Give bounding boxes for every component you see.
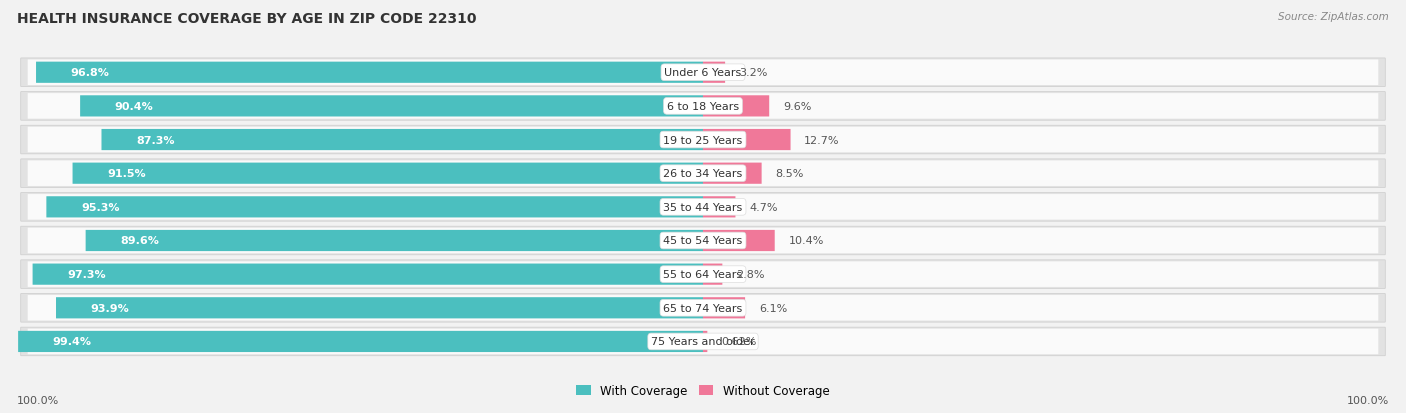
Text: 100.0%: 100.0% (1347, 395, 1389, 405)
FancyBboxPatch shape (28, 295, 1378, 321)
Text: 19 to 25 Years: 19 to 25 Years (664, 135, 742, 145)
FancyBboxPatch shape (21, 93, 1385, 121)
FancyBboxPatch shape (28, 329, 1378, 354)
Text: 6.1%: 6.1% (759, 303, 787, 313)
Text: 100.0%: 100.0% (17, 395, 59, 405)
Text: 55 to 64 Years: 55 to 64 Years (664, 270, 742, 280)
FancyBboxPatch shape (21, 328, 1385, 356)
FancyBboxPatch shape (80, 96, 703, 117)
Text: 35 to 44 Years: 35 to 44 Years (664, 202, 742, 212)
FancyBboxPatch shape (86, 230, 703, 252)
FancyBboxPatch shape (21, 193, 1385, 222)
FancyBboxPatch shape (703, 163, 762, 184)
FancyBboxPatch shape (703, 331, 707, 352)
Text: 90.4%: 90.4% (115, 102, 153, 112)
Text: 8.5%: 8.5% (775, 169, 804, 179)
FancyBboxPatch shape (21, 59, 1385, 87)
FancyBboxPatch shape (703, 297, 745, 318)
FancyBboxPatch shape (21, 260, 1385, 289)
Text: 91.5%: 91.5% (107, 169, 146, 179)
Text: 87.3%: 87.3% (136, 135, 174, 145)
Text: 2.8%: 2.8% (737, 270, 765, 280)
Text: HEALTH INSURANCE COVERAGE BY AGE IN ZIP CODE 22310: HEALTH INSURANCE COVERAGE BY AGE IN ZIP … (17, 12, 477, 26)
Text: 99.4%: 99.4% (52, 337, 91, 347)
FancyBboxPatch shape (703, 96, 769, 117)
Text: 97.3%: 97.3% (67, 270, 105, 280)
FancyBboxPatch shape (703, 197, 735, 218)
FancyBboxPatch shape (21, 159, 1385, 188)
FancyBboxPatch shape (28, 94, 1378, 119)
Text: 45 to 54 Years: 45 to 54 Years (664, 236, 742, 246)
FancyBboxPatch shape (56, 297, 703, 318)
Text: 12.7%: 12.7% (804, 135, 839, 145)
Text: 9.6%: 9.6% (783, 102, 811, 112)
FancyBboxPatch shape (101, 130, 703, 151)
FancyBboxPatch shape (28, 161, 1378, 187)
FancyBboxPatch shape (21, 227, 1385, 255)
Legend: With Coverage, Without Coverage: With Coverage, Without Coverage (572, 379, 834, 401)
FancyBboxPatch shape (703, 62, 725, 84)
FancyBboxPatch shape (73, 163, 703, 184)
Text: 89.6%: 89.6% (120, 236, 159, 246)
FancyBboxPatch shape (703, 130, 790, 151)
FancyBboxPatch shape (28, 60, 1378, 86)
Text: 95.3%: 95.3% (82, 202, 120, 212)
FancyBboxPatch shape (32, 264, 703, 285)
Text: Under 6 Years: Under 6 Years (665, 68, 741, 78)
Text: 3.2%: 3.2% (738, 68, 768, 78)
Text: 65 to 74 Years: 65 to 74 Years (664, 303, 742, 313)
FancyBboxPatch shape (21, 126, 1385, 154)
Text: 75 Years and older: 75 Years and older (651, 337, 755, 347)
Text: 93.9%: 93.9% (90, 303, 129, 313)
Text: 10.4%: 10.4% (789, 236, 824, 246)
Text: 6 to 18 Years: 6 to 18 Years (666, 102, 740, 112)
Text: 26 to 34 Years: 26 to 34 Years (664, 169, 742, 179)
FancyBboxPatch shape (28, 262, 1378, 287)
FancyBboxPatch shape (28, 228, 1378, 254)
FancyBboxPatch shape (28, 128, 1378, 153)
FancyBboxPatch shape (18, 331, 703, 352)
Text: Source: ZipAtlas.com: Source: ZipAtlas.com (1278, 12, 1389, 22)
FancyBboxPatch shape (703, 264, 723, 285)
FancyBboxPatch shape (37, 62, 703, 84)
FancyBboxPatch shape (703, 230, 775, 252)
Text: 4.7%: 4.7% (749, 202, 778, 212)
Text: 0.62%: 0.62% (721, 337, 756, 347)
FancyBboxPatch shape (21, 294, 1385, 322)
Text: 96.8%: 96.8% (70, 68, 110, 78)
FancyBboxPatch shape (28, 195, 1378, 220)
FancyBboxPatch shape (46, 197, 703, 218)
